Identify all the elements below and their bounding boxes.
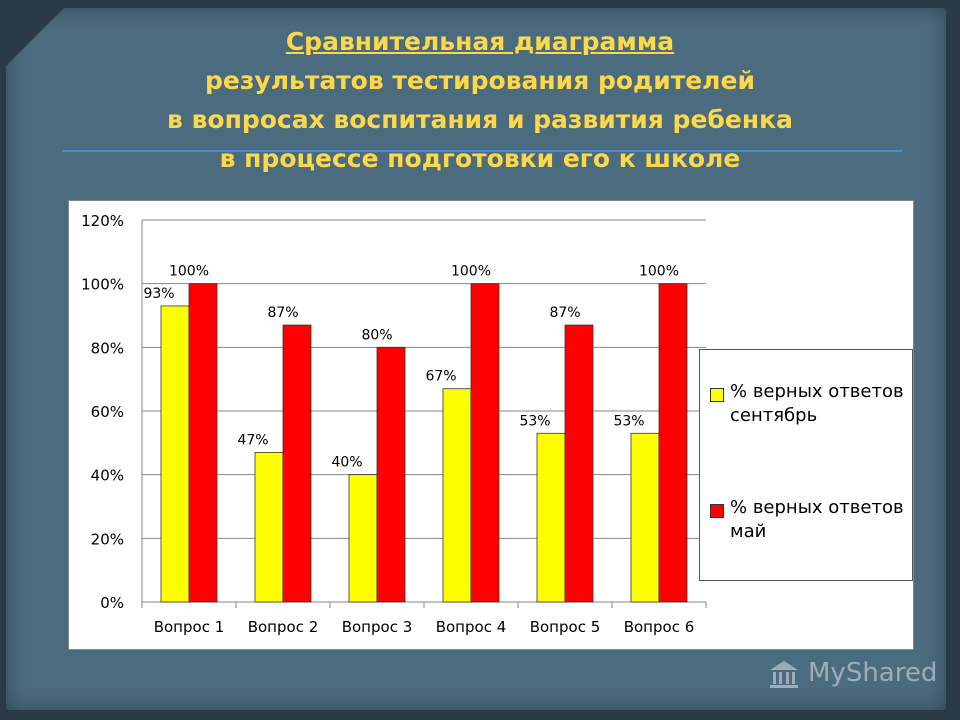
y-tick-label: 20% [91,530,124,548]
x-category-label: Вопрос 1 [154,618,225,636]
bar-may [376,346,406,603]
bar-may [564,324,594,603]
y-tick-label: 60% [91,403,124,421]
data-label-may: 80% [361,327,392,343]
data-label-september: 67% [425,369,456,385]
y-tick-label: 0% [100,594,124,612]
title-line-1: Сравнительная диаграмма [285,27,675,56]
bar-september [160,305,190,603]
slide-corner-decoration [6,8,64,66]
x-category-label: Вопрос 6 [624,618,695,636]
y-tick-label: 40% [91,467,124,485]
bar-september [442,388,472,603]
title-divider [62,150,902,152]
watermark: MyShared [768,652,948,698]
bar-september [254,451,284,603]
bar-may [188,283,218,603]
x-category-label: Вопрос 5 [530,618,601,636]
x-category-label: Вопрос 4 [436,618,507,636]
y-tick-label: 100% [81,276,124,294]
data-label-may: 100% [639,264,679,280]
bar-may [282,324,312,603]
building-icon [770,661,798,688]
y-tick-label: 80% [91,339,124,357]
data-label-may: 100% [451,264,491,280]
legend-swatch-september [710,388,724,402]
data-label-may: 87% [267,305,298,321]
legend-label-may: % верных ответов май [730,497,904,542]
title-line-4: в процессе подготовки его к школе [219,144,741,173]
bar-may [658,283,688,603]
x-category-label: Вопрос 3 [342,618,413,636]
data-label-may: 87% [549,305,580,321]
watermark-text: MyShared [808,658,938,688]
data-label-september: 53% [519,413,550,429]
data-label-september: 40% [331,455,362,471]
data-label-september: 53% [613,413,644,429]
chart-area: 0% 20% 40% 60% 80% 100% 120% Вопрос 1 93% 100% Воп… [68,200,914,650]
data-label-september: 93% [143,286,174,302]
title-line-3: в вопросах воспитания и развития ребенка [167,105,793,134]
bar-september [348,474,378,603]
bar-september [536,432,566,603]
data-label-september: 47% [237,432,268,448]
legend-swatch-may [710,504,724,518]
bar-september [630,432,660,603]
x-category-label: Вопрос 2 [248,618,319,636]
bar-may [470,283,500,603]
bar-chart: 0% 20% 40% 60% 80% 100% 120% Вопрос 1 93% 100% Воп… [81,212,707,636]
data-label-may: 100% [169,264,209,280]
chart-legend: % верных ответов сентябрь % верных ответ… [699,349,913,581]
legend-label-september: % верных ответов сентябрь [730,381,904,426]
title-line-2: результатов тестирования родителей [205,66,755,95]
slide-title: Сравнительная диаграмма результатов тест… [40,22,920,178]
y-tick-label: 120% [81,212,124,230]
